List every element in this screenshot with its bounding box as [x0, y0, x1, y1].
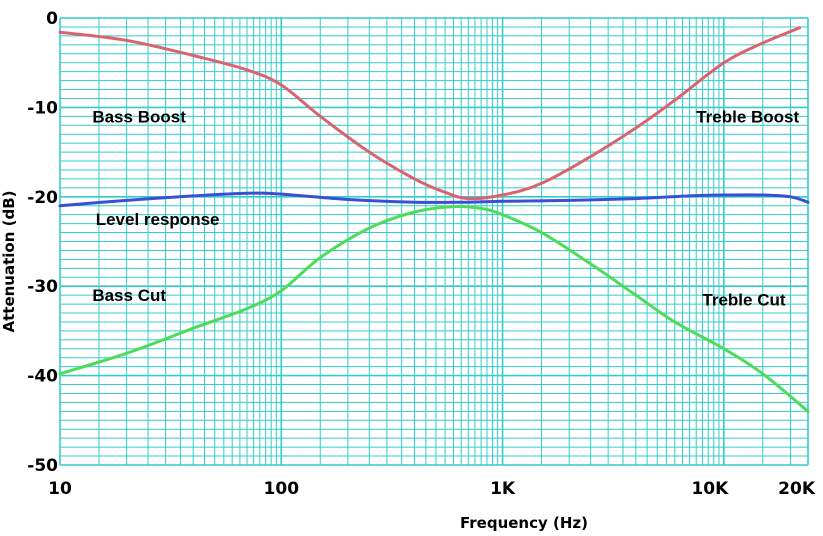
- x-tick-label: 100: [264, 479, 300, 499]
- curve-label: Treble Cut: [702, 291, 785, 310]
- x-tick-label: 10K: [691, 479, 729, 499]
- curve-label: Bass Boost: [92, 107, 186, 126]
- x-tick-label: 20K: [778, 479, 816, 499]
- y-tick-label: -20: [27, 188, 58, 208]
- curve-label: Level response: [96, 210, 220, 229]
- x-tick-label: 1K: [490, 479, 516, 499]
- x-axis-title: Frequency (Hz): [460, 514, 588, 532]
- y-axis-title: Attenuation (dB): [0, 190, 18, 332]
- series-line-level: [58, 191, 810, 208]
- curve-label: Bass Cut: [92, 286, 166, 305]
- annotations: Bass Boost Treble Boost Level response Bass…: [92, 107, 799, 309]
- x-axis-ticks: 10 100 1K 10K 20K: [48, 479, 816, 499]
- y-tick-label: -40: [27, 367, 58, 387]
- y-tick-label: 0: [46, 9, 58, 29]
- y-tick-label: -30: [27, 277, 58, 297]
- curve-label: Treble Boost: [696, 107, 799, 126]
- y-tick-label: -10: [27, 98, 58, 118]
- series-line-cut: [58, 204, 810, 413]
- series-layer: [58, 26, 810, 413]
- y-tick-label: -50: [27, 456, 58, 476]
- x-tick-label: 10: [48, 479, 72, 499]
- y-axis-ticks: 0 -10 -20 -30 -40 -50: [27, 9, 58, 476]
- series-line-boost: [58, 26, 802, 201]
- grid-lines: [59, 17, 809, 466]
